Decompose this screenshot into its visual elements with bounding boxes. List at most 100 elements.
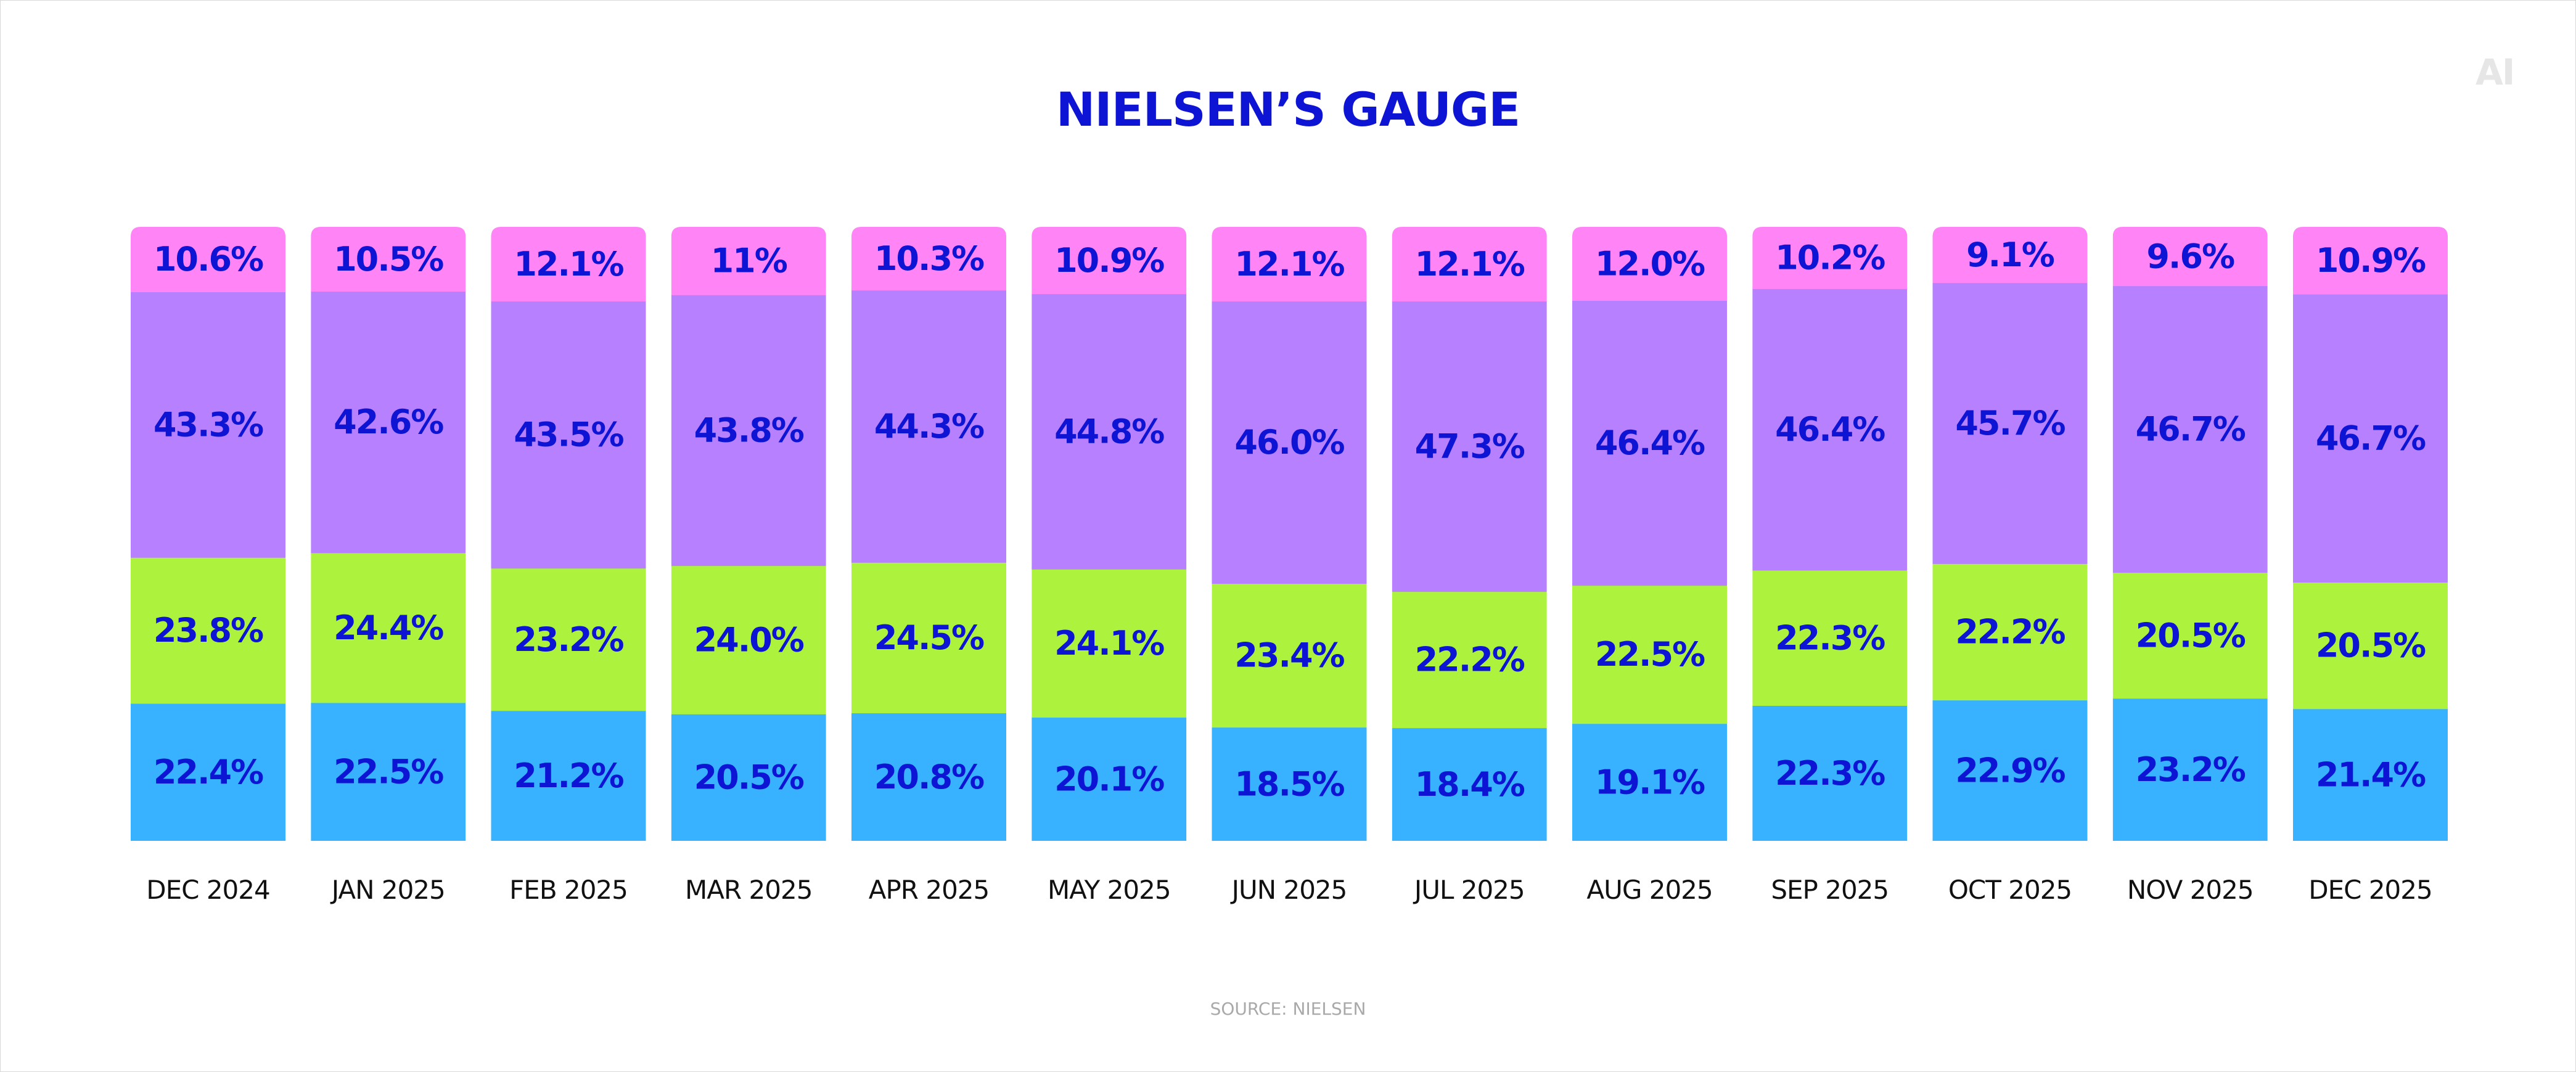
bar-segment	[851, 227, 1006, 291]
bar-segment	[1752, 570, 1908, 706]
category-label: JAN 2025	[330, 875, 445, 905]
bar-segment	[1572, 723, 1727, 841]
bar-segment	[131, 292, 285, 558]
bar-segment	[2112, 227, 2268, 287]
data-label: 10.2%	[1775, 239, 1885, 277]
bar-segment	[671, 295, 826, 567]
bar-segment	[1752, 227, 1908, 289]
data-label: 22.5%	[1595, 635, 1705, 674]
category-label: AUG 2025	[1586, 875, 1712, 905]
data-label: 22.3%	[1775, 754, 1885, 793]
chart-title: NIELSEN’S GAUGE	[1056, 82, 1520, 137]
bar-segment	[1572, 300, 1727, 586]
data-label: 23.8%	[154, 611, 263, 650]
bar-segment	[491, 227, 646, 302]
bar-segment	[311, 291, 466, 554]
category-label: MAY 2025	[1048, 875, 1171, 905]
data-label: 22.5%	[334, 752, 443, 791]
data-label: 19.1%	[1595, 763, 1705, 801]
data-label: 46.4%	[1595, 423, 1705, 462]
category-label: DEC 2025	[2308, 875, 2432, 905]
bar-segment	[1572, 585, 1727, 724]
bar-group	[851, 227, 1006, 841]
bar-segment	[491, 568, 646, 711]
data-label: 43.8%	[694, 411, 804, 449]
bar-segment	[1932, 227, 2088, 284]
data-label: 23.2%	[2136, 750, 2246, 789]
data-label: 20.8%	[874, 758, 984, 796]
bar-segment	[2112, 572, 2268, 699]
data-label: 45.7%	[1955, 404, 2065, 443]
data-label: 9.1%	[1966, 235, 2054, 274]
data-label: 46.7%	[2316, 419, 2426, 457]
bar-segment	[491, 710, 646, 841]
data-label: 22.9%	[1955, 751, 2065, 790]
bar-segment	[1392, 591, 1547, 729]
bar-segment	[1752, 288, 1908, 571]
bar-segment	[1572, 227, 1727, 301]
data-label: 23.4%	[1234, 636, 1344, 675]
category-label: FEB 2025	[509, 875, 628, 905]
data-label: 12.1%	[514, 245, 623, 284]
data-label: 18.5%	[1234, 764, 1344, 803]
data-label: 10.6%	[154, 240, 263, 279]
bar-group	[1392, 227, 1547, 841]
bar-group	[131, 227, 285, 841]
bar-group	[1032, 227, 1187, 841]
category-label: DEC 2024	[146, 875, 269, 905]
bar-segment	[491, 301, 646, 569]
data-label: 20.5%	[2136, 616, 2246, 655]
bar-segment	[1932, 282, 2088, 564]
category-label: NOV 2025	[2127, 875, 2254, 905]
data-label: 20.5%	[694, 758, 804, 797]
bar-segment	[311, 552, 466, 703]
bar-segment	[131, 227, 285, 292]
bar-segment	[2293, 227, 2448, 295]
bar-group	[1572, 227, 1727, 841]
bar-group	[2293, 227, 2448, 841]
data-label: 10.5%	[334, 240, 443, 279]
category-label: MAR 2025	[685, 875, 812, 905]
bar-segment	[671, 714, 826, 841]
data-label: 22.4%	[154, 753, 263, 792]
bar-segment	[851, 562, 1006, 714]
bar-segment	[1032, 569, 1187, 718]
bar-segment	[2112, 698, 2268, 841]
data-label: 11%	[711, 242, 787, 280]
bar-segment	[1392, 301, 1547, 592]
data-label: 10.9%	[2316, 241, 2426, 280]
bar-segment	[2293, 294, 2448, 583]
bar-segment	[1032, 717, 1187, 841]
bar-segment	[1212, 301, 1367, 584]
bar-segment	[131, 557, 285, 704]
bar-segment	[131, 703, 285, 841]
data-label: 12.1%	[1234, 245, 1344, 284]
data-label: 10.3%	[874, 239, 984, 278]
bar-segment	[2112, 285, 2268, 573]
data-label: 43.3%	[154, 405, 263, 444]
data-label: 46.7%	[2136, 410, 2246, 449]
data-label: 43.5%	[514, 415, 623, 454]
category-label: JUL 2025	[1413, 875, 1525, 905]
data-label: 42.6%	[334, 403, 443, 441]
data-label: 12.0%	[1595, 244, 1705, 283]
bar-segment	[311, 702, 466, 841]
bar-group	[2112, 227, 2268, 841]
data-label: 24.4%	[334, 608, 443, 647]
bar-segment	[1932, 563, 2088, 701]
data-label: 24.1%	[1054, 624, 1164, 663]
data-label: 46.4%	[1775, 410, 1885, 449]
data-label: 10.9%	[1054, 241, 1164, 280]
data-label: 47.3%	[1415, 427, 1525, 466]
bar-segment	[1212, 227, 1367, 302]
bar-segment	[311, 227, 466, 292]
data-label: 21.2%	[514, 756, 623, 795]
data-label: 22.3%	[1775, 618, 1885, 657]
category-label: APR 2025	[869, 875, 989, 905]
data-label: 21.4%	[2316, 755, 2426, 794]
data-label: 24.5%	[874, 618, 984, 657]
bar-segment	[2293, 708, 2448, 841]
data-label: 20.1%	[1054, 759, 1164, 798]
bar-segment	[1032, 227, 1187, 295]
